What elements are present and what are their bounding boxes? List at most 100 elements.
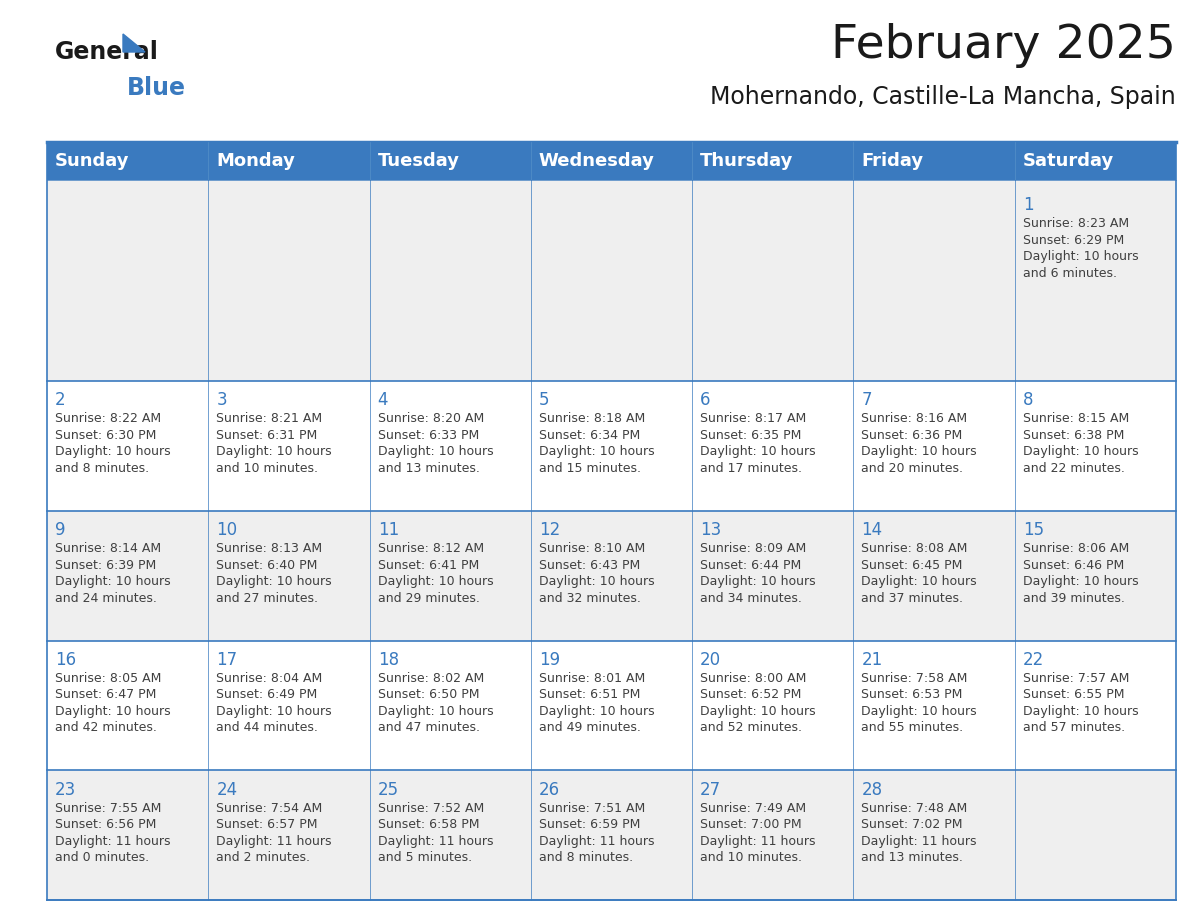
Text: Sunrise: 8:22 AM
Sunset: 6:30 PM
Daylight: 10 hours
and 8 minutes.: Sunrise: 8:22 AM Sunset: 6:30 PM Dayligh… — [55, 412, 171, 475]
Text: 20: 20 — [700, 651, 721, 669]
Text: 7: 7 — [861, 391, 872, 409]
Text: Sunrise: 8:10 AM
Sunset: 6:43 PM
Daylight: 10 hours
and 32 minutes.: Sunrise: 8:10 AM Sunset: 6:43 PM Dayligh… — [539, 543, 655, 605]
Bar — [693, 770, 853, 900]
Text: Sunrise: 8:08 AM
Sunset: 6:45 PM
Daylight: 10 hours
and 37 minutes.: Sunrise: 8:08 AM Sunset: 6:45 PM Dayligh… — [861, 543, 977, 605]
Bar — [369, 770, 531, 900]
Text: 22: 22 — [1023, 651, 1044, 669]
Text: 16: 16 — [55, 651, 76, 669]
Text: 18: 18 — [378, 651, 399, 669]
Bar — [693, 142, 853, 180]
Text: Sunrise: 8:04 AM
Sunset: 6:49 PM
Daylight: 10 hours
and 44 minutes.: Sunrise: 8:04 AM Sunset: 6:49 PM Dayligh… — [216, 672, 331, 734]
Text: Sunrise: 8:15 AM
Sunset: 6:38 PM
Daylight: 10 hours
and 22 minutes.: Sunrise: 8:15 AM Sunset: 6:38 PM Dayligh… — [1023, 412, 1138, 475]
Text: Sunrise: 8:06 AM
Sunset: 6:46 PM
Daylight: 10 hours
and 39 minutes.: Sunrise: 8:06 AM Sunset: 6:46 PM Dayligh… — [1023, 543, 1138, 605]
Text: Blue: Blue — [127, 76, 187, 100]
Bar — [853, 142, 1015, 180]
Bar — [208, 381, 369, 510]
Text: Tuesday: Tuesday — [378, 152, 460, 170]
Text: 4: 4 — [378, 391, 388, 409]
Bar — [48, 180, 208, 381]
Text: 8: 8 — [1023, 391, 1034, 409]
Bar — [1015, 381, 1176, 510]
Text: Wednesday: Wednesday — [539, 152, 655, 170]
Bar — [208, 770, 369, 900]
Polygon shape — [124, 34, 145, 52]
Text: Mohernando, Castille-La Mancha, Spain: Mohernando, Castille-La Mancha, Spain — [710, 85, 1176, 109]
Text: Sunrise: 8:09 AM
Sunset: 6:44 PM
Daylight: 10 hours
and 34 minutes.: Sunrise: 8:09 AM Sunset: 6:44 PM Dayligh… — [700, 543, 816, 605]
Text: Sunrise: 7:49 AM
Sunset: 7:00 PM
Daylight: 11 hours
and 10 minutes.: Sunrise: 7:49 AM Sunset: 7:00 PM Dayligh… — [700, 801, 816, 864]
Text: Sunrise: 8:13 AM
Sunset: 6:40 PM
Daylight: 10 hours
and 27 minutes.: Sunrise: 8:13 AM Sunset: 6:40 PM Dayligh… — [216, 543, 331, 605]
Text: Sunrise: 8:01 AM
Sunset: 6:51 PM
Daylight: 10 hours
and 49 minutes.: Sunrise: 8:01 AM Sunset: 6:51 PM Dayligh… — [539, 672, 655, 734]
Bar — [853, 770, 1015, 900]
Text: Monday: Monday — [216, 152, 296, 170]
Text: Sunrise: 7:55 AM
Sunset: 6:56 PM
Daylight: 11 hours
and 0 minutes.: Sunrise: 7:55 AM Sunset: 6:56 PM Dayligh… — [55, 801, 171, 864]
Bar — [531, 142, 693, 180]
Bar — [369, 381, 531, 510]
Text: 17: 17 — [216, 651, 238, 669]
Bar — [853, 180, 1015, 381]
Bar — [693, 180, 853, 381]
Text: 15: 15 — [1023, 521, 1044, 539]
Bar — [48, 381, 208, 510]
Text: Sunrise: 8:17 AM
Sunset: 6:35 PM
Daylight: 10 hours
and 17 minutes.: Sunrise: 8:17 AM Sunset: 6:35 PM Dayligh… — [700, 412, 816, 475]
Bar — [1015, 641, 1176, 770]
Text: Sunrise: 8:12 AM
Sunset: 6:41 PM
Daylight: 10 hours
and 29 minutes.: Sunrise: 8:12 AM Sunset: 6:41 PM Dayligh… — [378, 543, 493, 605]
Text: 26: 26 — [539, 780, 560, 799]
Text: Sunrise: 8:00 AM
Sunset: 6:52 PM
Daylight: 10 hours
and 52 minutes.: Sunrise: 8:00 AM Sunset: 6:52 PM Dayligh… — [700, 672, 816, 734]
Text: 28: 28 — [861, 780, 883, 799]
Bar — [531, 180, 693, 381]
Bar — [693, 381, 853, 510]
Text: Sunday: Sunday — [55, 152, 129, 170]
Text: 3: 3 — [216, 391, 227, 409]
Text: 13: 13 — [700, 521, 721, 539]
Text: 6: 6 — [700, 391, 710, 409]
Text: Sunrise: 8:02 AM
Sunset: 6:50 PM
Daylight: 10 hours
and 47 minutes.: Sunrise: 8:02 AM Sunset: 6:50 PM Dayligh… — [378, 672, 493, 734]
Text: 14: 14 — [861, 521, 883, 539]
Text: 2: 2 — [55, 391, 65, 409]
Text: 27: 27 — [700, 780, 721, 799]
Text: Sunrise: 7:58 AM
Sunset: 6:53 PM
Daylight: 10 hours
and 55 minutes.: Sunrise: 7:58 AM Sunset: 6:53 PM Dayligh… — [861, 672, 977, 734]
Text: Sunrise: 8:21 AM
Sunset: 6:31 PM
Daylight: 10 hours
and 10 minutes.: Sunrise: 8:21 AM Sunset: 6:31 PM Dayligh… — [216, 412, 331, 475]
Bar — [531, 641, 693, 770]
Bar — [1015, 142, 1176, 180]
Text: Sunrise: 8:23 AM
Sunset: 6:29 PM
Daylight: 10 hours
and 6 minutes.: Sunrise: 8:23 AM Sunset: 6:29 PM Dayligh… — [1023, 217, 1138, 280]
Text: February 2025: February 2025 — [832, 23, 1176, 68]
Text: Sunrise: 8:05 AM
Sunset: 6:47 PM
Daylight: 10 hours
and 42 minutes.: Sunrise: 8:05 AM Sunset: 6:47 PM Dayligh… — [55, 672, 171, 734]
Text: Sunrise: 7:48 AM
Sunset: 7:02 PM
Daylight: 11 hours
and 13 minutes.: Sunrise: 7:48 AM Sunset: 7:02 PM Dayligh… — [861, 801, 977, 864]
Bar — [1015, 180, 1176, 381]
Bar — [369, 142, 531, 180]
Text: 1: 1 — [1023, 196, 1034, 214]
Bar — [208, 142, 369, 180]
Bar — [369, 510, 531, 641]
Bar — [693, 641, 853, 770]
Text: Sunrise: 8:18 AM
Sunset: 6:34 PM
Daylight: 10 hours
and 15 minutes.: Sunrise: 8:18 AM Sunset: 6:34 PM Dayligh… — [539, 412, 655, 475]
Text: Sunrise: 7:54 AM
Sunset: 6:57 PM
Daylight: 11 hours
and 2 minutes.: Sunrise: 7:54 AM Sunset: 6:57 PM Dayligh… — [216, 801, 331, 864]
Text: Sunrise: 7:57 AM
Sunset: 6:55 PM
Daylight: 10 hours
and 57 minutes.: Sunrise: 7:57 AM Sunset: 6:55 PM Dayligh… — [1023, 672, 1138, 734]
Bar — [531, 381, 693, 510]
Bar — [693, 510, 853, 641]
Bar — [531, 510, 693, 641]
Text: 9: 9 — [55, 521, 65, 539]
Text: 24: 24 — [216, 780, 238, 799]
Text: Sunrise: 7:51 AM
Sunset: 6:59 PM
Daylight: 11 hours
and 8 minutes.: Sunrise: 7:51 AM Sunset: 6:59 PM Dayligh… — [539, 801, 655, 864]
Text: Thursday: Thursday — [700, 152, 794, 170]
Text: Sunrise: 7:52 AM
Sunset: 6:58 PM
Daylight: 11 hours
and 5 minutes.: Sunrise: 7:52 AM Sunset: 6:58 PM Dayligh… — [378, 801, 493, 864]
Bar — [531, 770, 693, 900]
Text: 11: 11 — [378, 521, 399, 539]
Bar — [208, 641, 369, 770]
Text: Sunrise: 8:16 AM
Sunset: 6:36 PM
Daylight: 10 hours
and 20 minutes.: Sunrise: 8:16 AM Sunset: 6:36 PM Dayligh… — [861, 412, 977, 475]
Text: 5: 5 — [539, 391, 549, 409]
Bar — [369, 641, 531, 770]
Text: Sunrise: 8:20 AM
Sunset: 6:33 PM
Daylight: 10 hours
and 13 minutes.: Sunrise: 8:20 AM Sunset: 6:33 PM Dayligh… — [378, 412, 493, 475]
Text: Friday: Friday — [861, 152, 923, 170]
Bar — [208, 180, 369, 381]
Text: 19: 19 — [539, 651, 560, 669]
Bar — [48, 641, 208, 770]
Bar — [853, 510, 1015, 641]
Bar — [369, 180, 531, 381]
Text: 25: 25 — [378, 780, 399, 799]
Text: Saturday: Saturday — [1023, 152, 1114, 170]
Text: 23: 23 — [55, 780, 76, 799]
Text: General: General — [55, 40, 159, 64]
Bar — [208, 510, 369, 641]
Bar — [1015, 770, 1176, 900]
